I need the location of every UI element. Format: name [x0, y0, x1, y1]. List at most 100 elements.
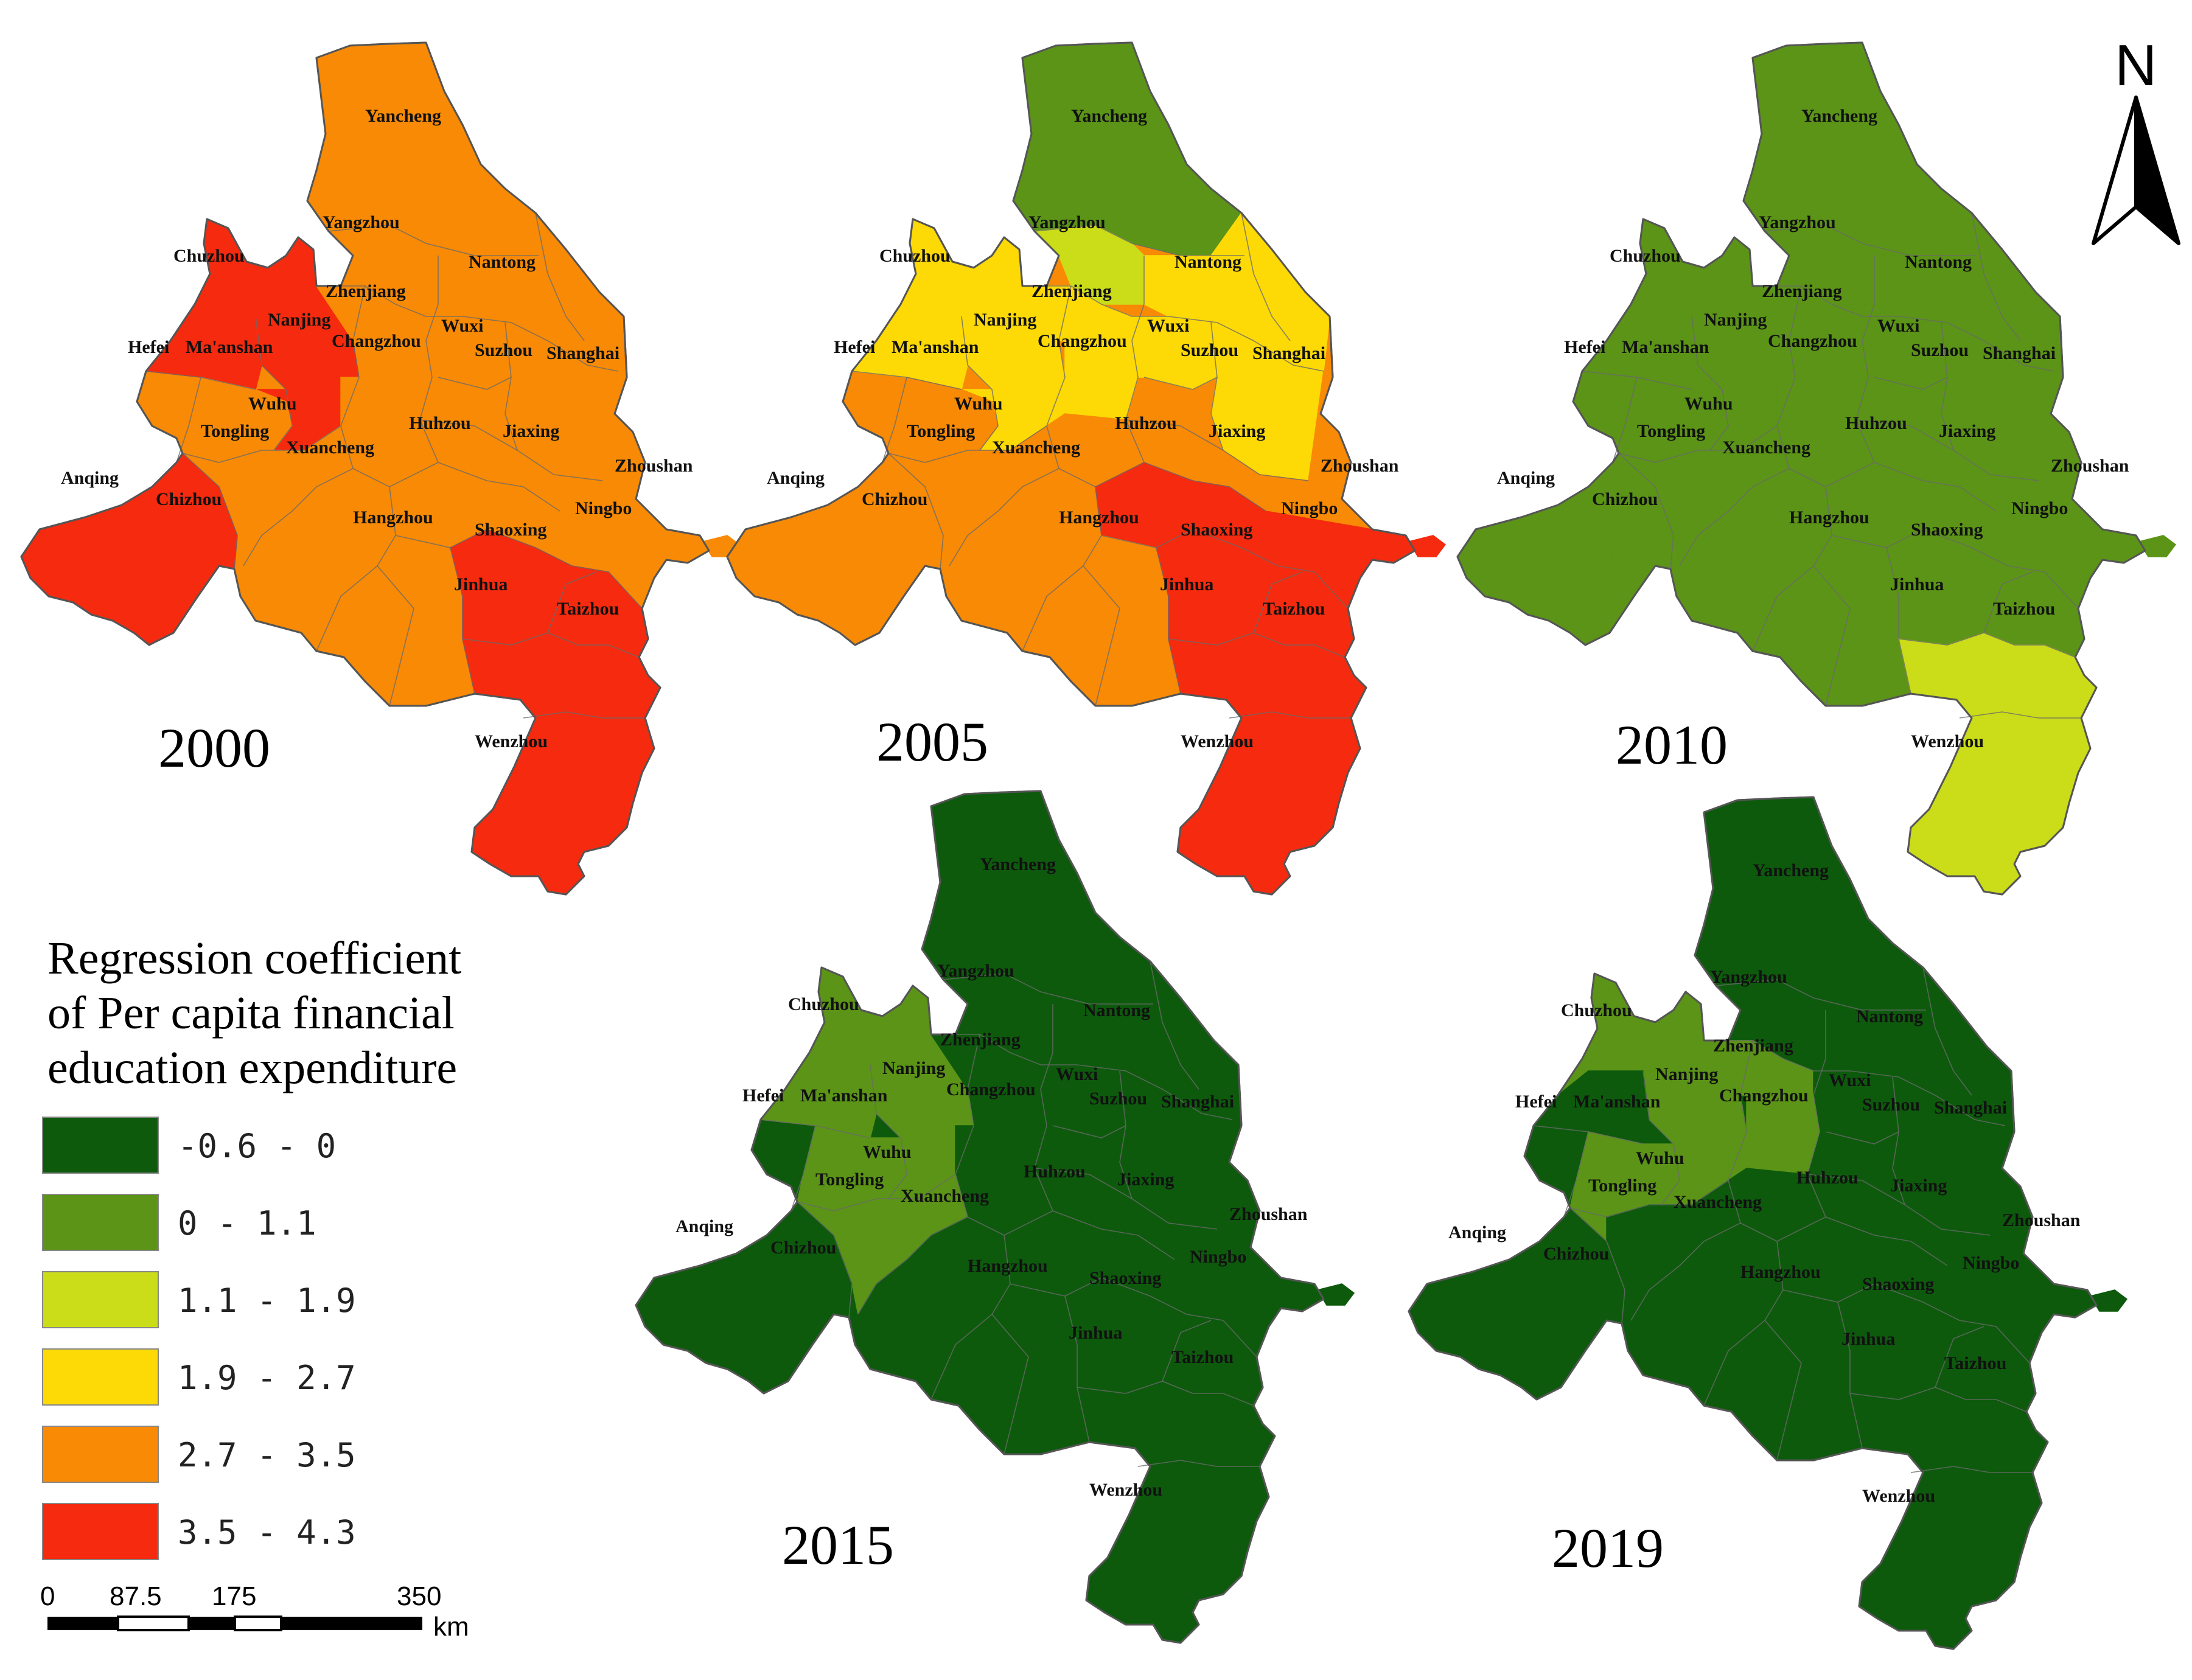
district-boundary	[1855, 256, 1875, 463]
city-label-nantong: Nantong	[469, 252, 536, 272]
city-label-xuancheng: Xuancheng	[901, 1186, 989, 1206]
map-border	[726, 41, 1416, 896]
district-boundary	[1941, 322, 2039, 481]
district-boundary	[182, 285, 366, 463]
district-boundary	[535, 212, 585, 341]
city-label-chuzhou: Chuzhou	[788, 994, 859, 1014]
region-wenzhou	[1168, 632, 1367, 895]
city-label-shanghai: Shanghai	[1161, 1092, 1234, 1112]
district-boundary	[1886, 547, 1911, 694]
city-label-chuzhou: Chuzhou	[173, 246, 245, 266]
city-label-jiaxing: Jiaxing	[1890, 1176, 1947, 1196]
city-label-wenzhou: Wenzhou	[1862, 1486, 1935, 1506]
city-label-yangzhou: Yangzhou	[1028, 212, 1106, 232]
city-label-yancheng: Yancheng	[980, 854, 1056, 874]
city-label-hefei: Hefei	[1515, 1092, 1557, 1112]
district-boundary	[547, 571, 597, 633]
city-label-tongling: Tongling	[201, 421, 269, 441]
city-label-suzhou: Suzhou	[475, 340, 532, 360]
city-label-hefei: Hefei	[1564, 337, 1605, 357]
city-label-jinhua: Jinhua	[454, 574, 508, 594]
district-boundary	[797, 1034, 980, 1211]
city-label-chizhou: Chizhou	[770, 1238, 836, 1258]
city-label-tongling: Tongling	[907, 421, 975, 441]
city-label-wuhu: Wuhu	[248, 394, 297, 414]
district-boundary	[1764, 225, 1975, 256]
city-label-wuxi: Wuxi	[441, 316, 483, 336]
legend-swatch-1	[42, 1194, 159, 1251]
city-label-zhoushan: Zhoushan	[2051, 456, 2129, 476]
city-label-chizhou: Chizhou	[1592, 489, 1658, 509]
city-label-tongling: Tongling	[1588, 1176, 1656, 1196]
district-boundary	[1077, 1381, 1254, 1406]
city-label-jinhua: Jinhua	[1160, 574, 1213, 594]
region-wenzhou	[462, 632, 661, 895]
legend-title-line-3: education expenditure	[47, 1042, 457, 1093]
city-label-nanjing: Nanjing	[1704, 310, 1767, 330]
district-boundary	[352, 462, 560, 512]
district-boundary	[1119, 1070, 1218, 1230]
district-boundary	[328, 225, 539, 256]
city-label-zhoushan: Zhoushan	[1229, 1204, 1308, 1224]
city-label-hefei: Hefei	[834, 337, 875, 357]
city-label-anqing: Anqing	[61, 468, 119, 488]
district-boundary	[1898, 632, 2076, 658]
district-boundary	[1058, 462, 1266, 512]
city-label-zhenjiang: Zhenjiang	[940, 1030, 1021, 1050]
city-label-hefei: Hefei	[128, 337, 169, 357]
city-label-yancheng: Yancheng	[365, 106, 441, 126]
district-boundary	[1849, 1387, 2027, 1412]
district-boundary	[1064, 1295, 1090, 1443]
region-zhoushan	[2138, 535, 2177, 557]
city-label-jinhua: Jinhua	[1069, 1323, 1122, 1343]
district-boundary	[182, 453, 238, 570]
city-label-taizhou: Taizhou	[1993, 599, 2055, 619]
map-border	[20, 41, 710, 896]
city-label-taizhou: Taizhou	[557, 599, 619, 619]
district-boundary	[523, 711, 645, 719]
scale-tick-87.5: 87.5	[110, 1581, 162, 1611]
city-label-huhzou: Huhzou	[1796, 1168, 1859, 1188]
city-label-shaoxing: Shaoxing	[1911, 520, 1983, 540]
city-label-yangzhou: Yangzhou	[323, 212, 400, 232]
city-label-shaoxing: Shaoxing	[1181, 520, 1252, 540]
district-boundary	[255, 316, 293, 451]
city-label-changzhou: Changzhou	[1038, 331, 1127, 351]
city-label-huhzou: Huhzou	[1845, 413, 1907, 433]
legend-title-line-2: of Per capita financial	[47, 988, 455, 1039]
district-boundary	[943, 973, 1153, 1005]
map-panel-2010: Yancheng Yangzhou Chuzhou Nantong Zhenjiang N…	[1456, 41, 2177, 896]
year-label-2000: 2000	[158, 717, 270, 779]
city-label-suzhou: Suzhou	[1181, 340, 1238, 360]
district-boundary	[1813, 565, 1851, 706]
legend-swatch-2	[42, 1271, 159, 1328]
city-label-zhenjiang: Zhenjiang	[326, 281, 406, 301]
city-label-shaoxing: Shaoxing	[1089, 1268, 1161, 1288]
legend-swatch-4	[42, 1426, 159, 1483]
legend-title-line-1: Regression coefficient	[47, 933, 461, 984]
legend-swatch-3	[42, 1348, 159, 1406]
city-label-shanghai: Shanghai	[1934, 1098, 2007, 1118]
district-boundary	[1229, 711, 1351, 719]
year-label-2019: 2019	[1552, 1517, 1664, 1579]
map-panel-2019: Yancheng Yangzhou Chuzhou Nantong Zhenjiang N…	[1408, 796, 2128, 1650]
city-label-xuancheng: Xuancheng	[992, 437, 1080, 458]
city-label-suzhou: Suzhou	[1862, 1095, 1920, 1115]
city-label-wuhu: Wuhu	[954, 394, 1003, 414]
district-boundary	[1162, 1320, 1212, 1382]
city-label-maanshan: Ma'anshan	[1573, 1092, 1661, 1112]
district-boundary	[797, 1201, 853, 1318]
district-boundary	[377, 565, 414, 706]
district-boundary	[1837, 1302, 1863, 1449]
city-label-zhoushan: Zhoushan	[1321, 456, 1399, 476]
legend-range-2: 1.1 - 1.9	[178, 1281, 356, 1320]
city-label-nanjing: Nanjing	[268, 310, 330, 330]
region-zhoushan	[2089, 1289, 2128, 1312]
scale-segment-1	[47, 1617, 118, 1630]
district-boundary	[991, 1314, 1029, 1455]
city-label-chuzhou: Chuzhou	[879, 246, 951, 266]
district-boundary	[1874, 377, 1948, 390]
city-label-taizhou: Taizhou	[1944, 1353, 2006, 1373]
region-wenzhou	[1849, 1387, 2048, 1650]
